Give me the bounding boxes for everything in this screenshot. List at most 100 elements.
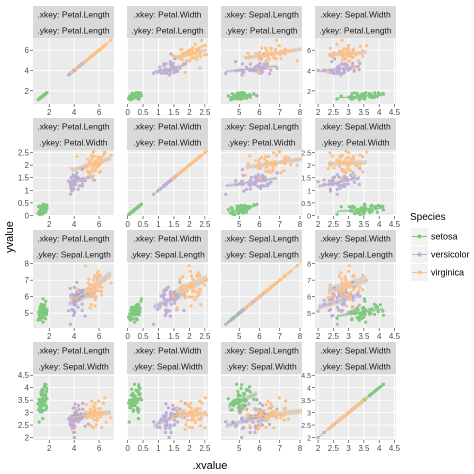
- y-tick-label: 4: [25, 384, 30, 393]
- point-virginica: [283, 52, 287, 56]
- point-versicolor: [168, 309, 172, 313]
- point-versicolor: [335, 187, 339, 191]
- point-virginica: [349, 54, 353, 58]
- point-virginica: [365, 44, 369, 48]
- smooth-line-virginica: [71, 157, 112, 171]
- point-setosa: [136, 390, 140, 394]
- point-versicolor: [234, 183, 238, 187]
- point-virginica: [358, 401, 362, 405]
- point-virginica: [195, 409, 199, 413]
- point-setosa: [375, 210, 379, 214]
- x-tick-label: 1: [156, 332, 161, 341]
- x-tick-label: 7: [277, 444, 282, 453]
- point-virginica: [266, 399, 270, 403]
- x-tick-label: 2: [187, 444, 192, 453]
- x-tick-label: 3: [346, 332, 351, 341]
- point-setosa: [39, 402, 43, 406]
- point-virginica: [345, 412, 349, 416]
- point-setosa: [352, 91, 356, 95]
- point-virginica: [181, 284, 185, 288]
- x-tick-label: 7: [277, 108, 282, 117]
- point-versicolor: [339, 73, 343, 77]
- y-tick-label: 6: [25, 46, 30, 55]
- strip-y: [127, 22, 208, 38]
- point-versicolor: [316, 180, 320, 184]
- point-virginica: [181, 409, 185, 413]
- x-tick-label: 8: [298, 444, 303, 453]
- point-versicolor: [275, 407, 279, 411]
- point-setosa: [349, 209, 353, 213]
- point-versicolor: [68, 422, 72, 426]
- point-setosa: [45, 308, 49, 312]
- point-versicolor: [329, 307, 333, 312]
- point-virginica: [283, 274, 287, 278]
- point-setosa: [352, 205, 356, 209]
- point-virginica: [330, 55, 334, 59]
- y-tick-label: 2.5: [18, 149, 30, 158]
- point-versicolor: [75, 290, 79, 294]
- point-setosa: [136, 205, 140, 209]
- point-setosa: [239, 94, 244, 98]
- x-tick-label: 0: [125, 444, 130, 453]
- point-versicolor: [248, 187, 252, 191]
- point-setosa: [130, 305, 134, 309]
- point-versicolor: [249, 175, 253, 179]
- point-virginica: [282, 169, 286, 173]
- point-setosa: [226, 397, 230, 401]
- point-virginica: [328, 151, 332, 155]
- point-virginica: [197, 46, 201, 50]
- point-virginica: [289, 162, 293, 166]
- point-versicolor: [330, 298, 334, 302]
- point-versicolor: [156, 425, 160, 429]
- point-setosa: [363, 299, 367, 303]
- point-setosa: [235, 97, 239, 101]
- point-versicolor: [71, 173, 75, 177]
- point-versicolor: [168, 73, 172, 77]
- point-virginica: [90, 409, 94, 413]
- point-versicolor: [268, 181, 272, 186]
- point-virginica: [93, 412, 97, 416]
- point-virginica: [189, 52, 193, 56]
- legend-entry-versicolor: versicolor: [411, 246, 470, 263]
- strip-y-label: .ykey: Sepal.Width: [226, 362, 297, 372]
- point-virginica: [326, 296, 330, 300]
- y-tick-label: 4: [25, 66, 30, 75]
- point-versicolor: [75, 412, 79, 416]
- point-virginica: [189, 274, 193, 278]
- point-virginica: [93, 406, 97, 410]
- strip-x-label: .xkey: Petal.Length: [37, 10, 110, 20]
- point-setosa: [353, 312, 357, 316]
- point-versicolor: [168, 417, 172, 421]
- point-virginica: [340, 294, 344, 298]
- point-virginica: [274, 416, 279, 420]
- strip-y-label: .ykey: Sepal.Width: [38, 362, 109, 372]
- point-setosa: [136, 417, 140, 421]
- point-virginica: [203, 150, 208, 154]
- x-tick-label: 8: [298, 108, 303, 117]
- point-versicolor: [328, 187, 332, 191]
- point-versicolor: [76, 305, 80, 309]
- point-setosa: [378, 204, 382, 208]
- point-setosa: [128, 312, 132, 316]
- point-virginica: [179, 399, 183, 403]
- x-tick-label: 3: [346, 444, 351, 453]
- point-virginica: [259, 46, 264, 50]
- point-virginica: [90, 416, 94, 420]
- point-setosa: [129, 402, 133, 406]
- point-virginica: [190, 425, 195, 430]
- point-setosa: [236, 401, 240, 405]
- point-virginica: [93, 298, 97, 302]
- x-tick-label: 8: [298, 332, 303, 341]
- point-setosa: [347, 205, 351, 209]
- x-tick-label: 2.5: [199, 332, 211, 341]
- point-setosa: [233, 96, 237, 100]
- point-virginica: [358, 162, 362, 166]
- point-setosa: [364, 320, 368, 324]
- y-tick-label: 3: [25, 409, 30, 418]
- point-setosa: [370, 209, 374, 213]
- y-tick-label: 3: [307, 411, 311, 418]
- strip-x: [315, 6, 396, 22]
- point-versicolor: [158, 305, 162, 309]
- point-virginica: [328, 46, 332, 50]
